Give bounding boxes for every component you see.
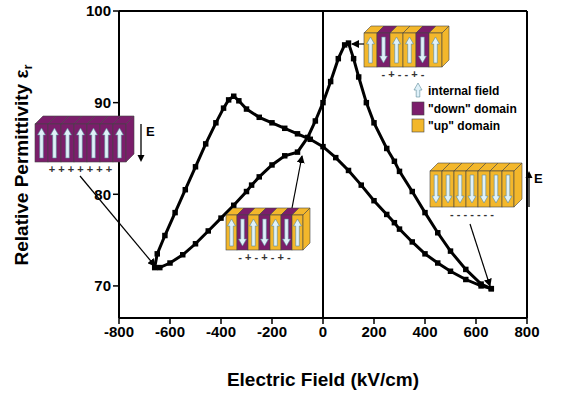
- svg-text:internal field: internal field: [428, 84, 499, 98]
- svg-text:-800: -800: [104, 323, 134, 340]
- svg-text:70: 70: [94, 277, 111, 294]
- svg-text:-400: -400: [206, 323, 236, 340]
- svg-text:80: 80: [94, 186, 111, 203]
- svg-text:600: 600: [463, 323, 488, 340]
- svg-text:800: 800: [514, 323, 539, 340]
- svg-text:0: 0: [319, 323, 327, 340]
- svg-text:-200: -200: [257, 323, 287, 340]
- svg-text:90: 90: [94, 94, 111, 111]
- svg-text:"up" domain: "up" domain: [428, 119, 500, 133]
- svg-text:-600: -600: [155, 323, 185, 340]
- svg-text:- - - - - - -: - - - - - - -: [450, 208, 494, 220]
- svg-text:- + - + - + -: - + - + - + -: [238, 251, 291, 263]
- svg-text:+ + + + + + +: + + + + + + +: [49, 163, 112, 175]
- svg-text:Relative Permittivity εr: Relative Permittivity εr: [11, 65, 35, 266]
- svg-text:400: 400: [412, 323, 437, 340]
- svg-text:200: 200: [361, 323, 386, 340]
- svg-text:Electric Field (kV/cm): Electric Field (kV/cm): [227, 369, 419, 390]
- svg-text:100: 100: [86, 2, 111, 19]
- svg-text:- + - - + -: - + - - + -: [382, 68, 425, 80]
- svg-text:E: E: [146, 124, 155, 139]
- svg-text:"down" domain: "down" domain: [428, 102, 517, 116]
- svg-text:E: E: [534, 171, 543, 186]
